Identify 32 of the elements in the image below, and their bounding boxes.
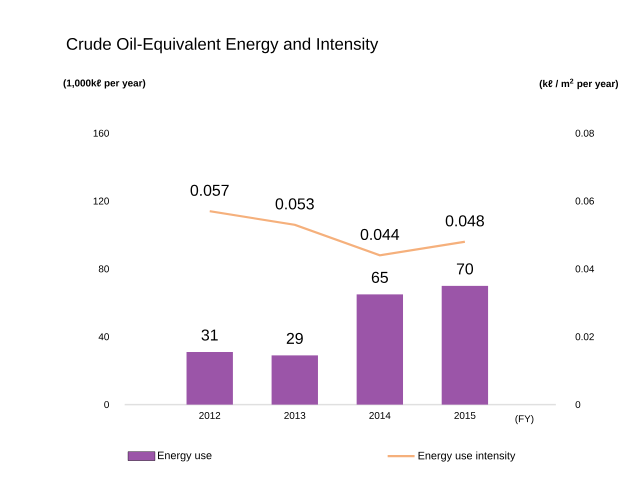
y2-axis-title: (kℓ / m$^{2}$ per year) (540, 78, 618, 89)
data-label: 0.048 (446, 215, 484, 226)
legend-label: Energy use intensity (418, 451, 516, 462)
y2-tick-label: 0 (576, 400, 580, 408)
bar (272, 355, 318, 404)
y2-tick-label: 0.02 (576, 333, 594, 340)
data-label: 70 (456, 263, 474, 274)
x-tick-label: 2013 (284, 412, 306, 419)
chart-title: Crude Oil-Equivalent Energy and Intensity (66, 37, 378, 54)
bar (442, 286, 488, 404)
text: (FY) (515, 414, 534, 424)
data-label: 0.044 (360, 228, 400, 240)
data-label: 31 (202, 329, 218, 340)
legend-label: Energy use (158, 451, 212, 462)
y2-tick-label: 0.08 (576, 130, 594, 137)
y-tick-label: 160 (94, 130, 109, 137)
data-label: 29 (286, 332, 303, 344)
data-label: 0.057 (190, 184, 229, 196)
x-tick-label: 2012 (199, 412, 220, 419)
data-label: 0.053 (276, 198, 314, 210)
y-tick-label: 0 (104, 400, 109, 408)
y2-tick-label: 0.04 (576, 265, 594, 272)
y-tick-label: 40 (98, 333, 109, 340)
y2-tick-label: 0.06 (576, 197, 594, 204)
y-axis-title: (1,000kℓ per year) (64, 79, 146, 88)
x-tick-label: 2014 (369, 412, 391, 419)
y-tick-label: 80 (98, 265, 109, 272)
bar (186, 352, 233, 404)
data-label: 65 (372, 272, 388, 283)
y-tick-label: 120 (94, 197, 109, 204)
bar (356, 294, 404, 404)
x-tick-label: 2015 (454, 412, 476, 419)
